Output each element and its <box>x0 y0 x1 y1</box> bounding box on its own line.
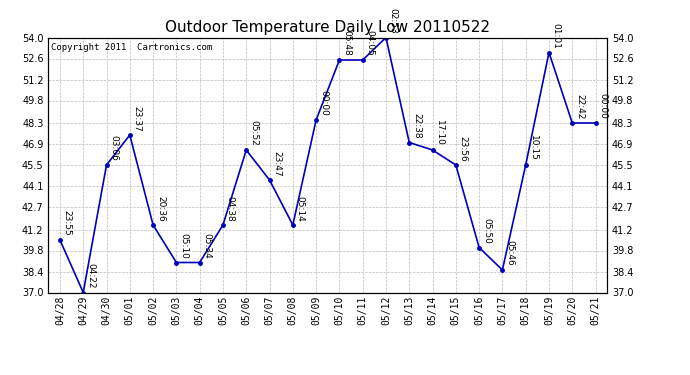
Text: 04:05: 04:05 <box>366 30 375 56</box>
Text: 05:46: 05:46 <box>505 240 514 266</box>
Text: 05:52: 05:52 <box>249 120 258 146</box>
Text: 03:06: 03:06 <box>109 135 118 161</box>
Text: 01:01: 01:01 <box>552 23 561 49</box>
Text: 17:10: 17:10 <box>435 120 444 146</box>
Text: 00:00: 00:00 <box>598 93 607 119</box>
Text: 05:50: 05:50 <box>482 218 491 244</box>
Text: 05:14: 05:14 <box>295 195 304 221</box>
Text: 22:38: 22:38 <box>412 113 421 139</box>
Text: 23:47: 23:47 <box>273 151 282 176</box>
Text: 02:53: 02:53 <box>388 8 397 34</box>
Text: 22:42: 22:42 <box>575 94 584 119</box>
Text: 00:00: 00:00 <box>319 90 328 116</box>
Text: 04:38: 04:38 <box>226 195 235 221</box>
Text: 23:56: 23:56 <box>459 135 468 161</box>
Text: 05:48: 05:48 <box>342 30 351 56</box>
Text: 05:10: 05:10 <box>179 233 188 259</box>
Text: 23:37: 23:37 <box>132 105 141 131</box>
Text: 23:55: 23:55 <box>63 210 72 236</box>
Text: 20:36: 20:36 <box>156 195 165 221</box>
Text: 04:22: 04:22 <box>86 263 95 289</box>
Title: Outdoor Temperature Daily Low 20110522: Outdoor Temperature Daily Low 20110522 <box>165 20 491 35</box>
Text: 10:15: 10:15 <box>529 135 538 161</box>
Text: Copyright 2011  Cartronics.com: Copyright 2011 Cartronics.com <box>51 43 213 52</box>
Text: 05:34: 05:34 <box>202 233 211 259</box>
